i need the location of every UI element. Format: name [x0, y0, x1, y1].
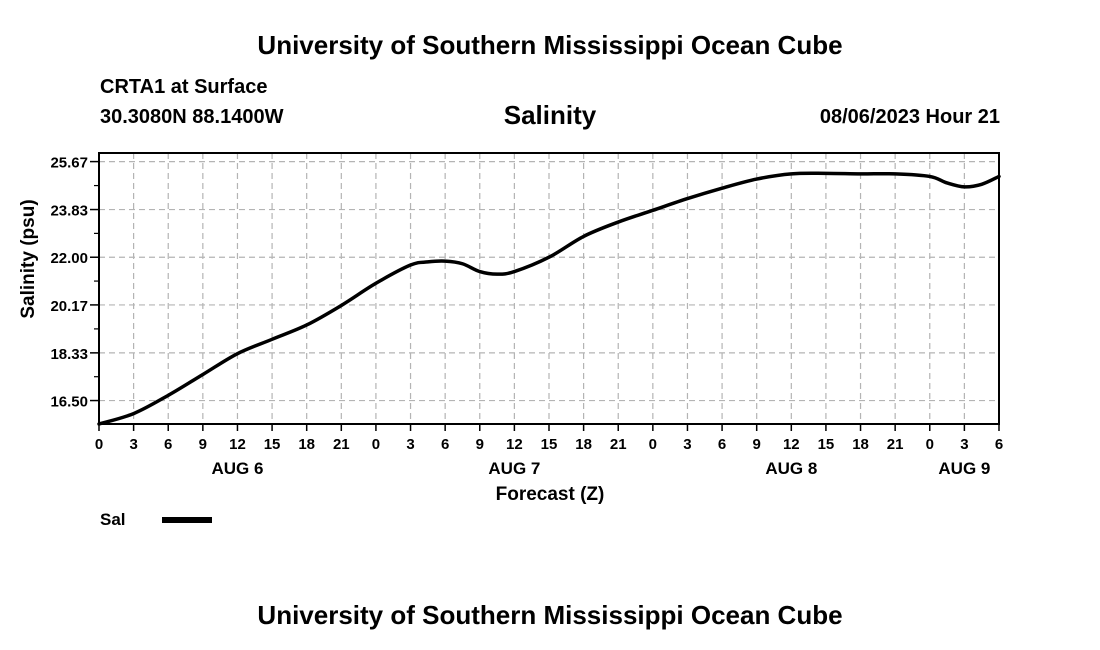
- x-tick-label: 12: [783, 436, 800, 453]
- x-tick-label: 9: [753, 436, 761, 453]
- y-tick-label: 25.67: [50, 155, 88, 172]
- x-tick-label: 18: [852, 436, 869, 453]
- date-label: AUG 9: [938, 459, 990, 478]
- legend-label: Sal: [100, 510, 126, 529]
- x-tick-label: 0: [649, 436, 657, 453]
- y-tick-label: 20.17: [50, 298, 88, 315]
- grid: [99, 153, 999, 424]
- x-tick-label: 12: [229, 436, 246, 453]
- x-tick-label: 12: [506, 436, 523, 453]
- axis-ticks: [90, 160, 1000, 431]
- x-tick-label: 21: [610, 436, 627, 453]
- forecast-datetime: 08/06/2023 Hour 21: [819, 106, 1000, 128]
- x-tick-label: 0: [372, 436, 380, 453]
- x-tick-label: 18: [575, 436, 592, 453]
- series-layer: [97, 171, 1001, 426]
- chart-title-top: University of Southern Mississippi Ocean…: [257, 30, 843, 60]
- x-tick-label: 3: [683, 436, 691, 453]
- plot-frame: [98, 152, 1000, 425]
- x-tick-label: 0: [926, 436, 934, 453]
- y-tick-label: 16.50: [50, 394, 88, 411]
- coordinates-label: 30.3080N 88.1400W: [100, 106, 284, 128]
- series-line-sal: [97, 171, 1001, 426]
- axis-labels: 16.50 18.33 20.17 22.00 23.83 25.67 0 3 6 9 12 15 18…: [50, 155, 1003, 478]
- x-tick-label: 6: [995, 436, 1003, 453]
- legend-swatch: [162, 517, 212, 523]
- date-label: AUG 8: [765, 459, 817, 478]
- y-tick-label: 22.00: [50, 250, 88, 267]
- y-tick-label: 18.33: [50, 346, 88, 363]
- station-label: CRTA1 at Surface: [100, 76, 268, 98]
- x-tick-label: 9: [199, 436, 207, 453]
- x-tick-label: 15: [818, 436, 835, 453]
- x-tick-label: 6: [441, 436, 449, 453]
- x-tick-label: 18: [298, 436, 315, 453]
- x-tick-label: 15: [264, 436, 281, 453]
- x-tick-label: 0: [95, 436, 103, 453]
- x-tick-label: 3: [129, 436, 137, 453]
- date-label: AUG 7: [488, 459, 540, 478]
- x-tick-label: 6: [718, 436, 726, 453]
- x-axis-title: Forecast (Z): [496, 484, 605, 505]
- x-tick-label: 21: [333, 436, 350, 453]
- x-tick-label: 3: [406, 436, 414, 453]
- y-axis-title: Salinity (psu): [18, 199, 39, 318]
- y-tick-label: 23.83: [50, 203, 88, 220]
- x-tick-label: 9: [476, 436, 484, 453]
- chart-title-bottom: University of Southern Mississippi Ocean…: [257, 600, 843, 630]
- x-tick-label: 21: [887, 436, 904, 453]
- x-tick-label: 3: [960, 436, 968, 453]
- x-tick-label: 15: [541, 436, 558, 453]
- date-label: AUG 6: [211, 459, 263, 478]
- parameter-title: Salinity: [503, 100, 597, 130]
- x-tick-label: 6: [164, 436, 172, 453]
